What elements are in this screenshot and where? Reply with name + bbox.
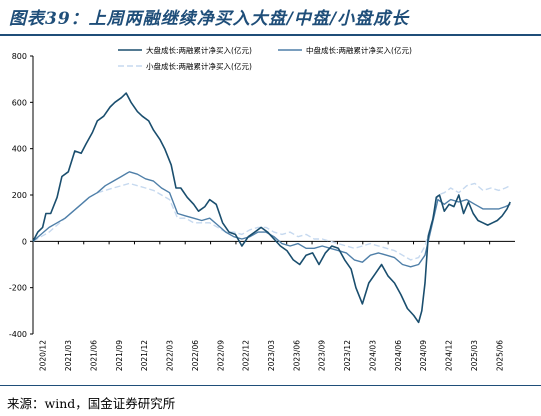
x-tick-label: 2021/12 (140, 340, 149, 371)
series-line-large (32, 92, 511, 324)
figure-title: 图表39：上周两融继续净买入大盘/中盘/小盘成长 (9, 9, 410, 29)
legend-label-small: 小盘成长:两融累计净买入(亿元) (146, 61, 252, 71)
x-tick-label: 2023/03 (267, 340, 276, 371)
x-tick-label: 2024/06 (394, 340, 403, 371)
x-tick-label: 2022/03 (166, 340, 175, 371)
x-tick-label: 2022/09 (216, 340, 225, 371)
x-tick-label: 2023/09 (318, 340, 327, 371)
y-ticks: -400 -200 0 200 400 600 800 (9, 52, 33, 339)
y-tick-label: 0 (22, 237, 27, 246)
figure-title-bar: 图表39：上周两融继续净买入大盘/中盘/小盘成长 (0, 0, 541, 36)
legend-label-mid: 中盘成长:两融累计净买入(亿元) (306, 45, 412, 55)
series-line-small (32, 182, 511, 261)
y-tick-label: 400 (12, 145, 27, 154)
x-tick-label: 2022/06 (191, 340, 200, 371)
x-tick-label: 2021/06 (89, 340, 98, 371)
y-tick-label: 200 (12, 191, 27, 200)
x-tick-label: 2021/03 (64, 340, 73, 371)
x-tick-label: 2020/12 (39, 340, 48, 371)
x-tick-label: 2023/06 (292, 340, 301, 371)
x-tick-label: 2024/12 (445, 340, 454, 371)
chart-frame (32, 56, 515, 334)
x-tick-label: 2025/03 (470, 340, 479, 371)
source-note: 来源：wind，国金证券研究所 (7, 396, 176, 411)
y-tick-label: -200 (9, 284, 27, 293)
x-tick-label: 2022/12 (242, 340, 251, 371)
x-tick-label: 2024/09 (419, 340, 428, 371)
source-bar: 来源：wind，国金证券研究所 (0, 385, 541, 416)
x-tick-label: 2024/03 (368, 340, 377, 371)
series-line-mid (32, 171, 511, 268)
line-chart: -400 -200 0 200 400 600 800 2020/12 2021/03 2021… (9, 45, 515, 371)
y-tick-label: 800 (12, 52, 27, 61)
x-ticks: 2020/12 2021/03 2021/06 2021/09 2021/12 2022/… (32, 241, 504, 371)
legend-label-large: 大盘成长:两融累计净买入(亿元) (146, 45, 252, 55)
series-layer (32, 92, 511, 324)
x-tick-label: 2025/06 (495, 340, 504, 371)
y-tick-label: -400 (9, 330, 27, 339)
x-tick-label: 2023/12 (343, 340, 352, 371)
x-tick-label: 2021/09 (115, 340, 124, 371)
y-tick-label: 600 (12, 98, 27, 107)
legend: 大盘成长:两融累计净买入(亿元) 中盘成长:两融累计净买入(亿元) 小盘成长:两融累… (118, 45, 412, 71)
